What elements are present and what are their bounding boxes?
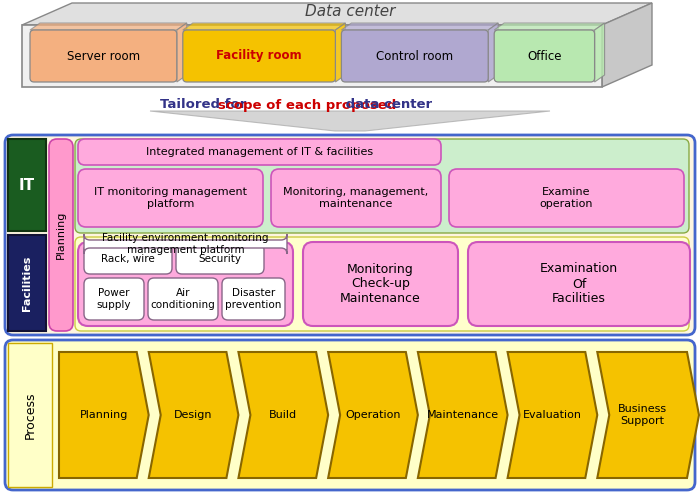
Text: Power
supply: Power supply <box>97 288 132 310</box>
FancyBboxPatch shape <box>5 135 695 335</box>
Text: Office: Office <box>527 50 561 62</box>
Text: Rack, wire: Rack, wire <box>101 254 155 264</box>
Text: Maintenance: Maintenance <box>427 410 499 420</box>
Text: Disaster
prevention: Disaster prevention <box>225 288 281 310</box>
Text: Monitoring
Check-up
Maintenance: Monitoring Check-up Maintenance <box>340 262 421 305</box>
Text: Operation: Operation <box>345 410 400 420</box>
FancyBboxPatch shape <box>78 242 293 326</box>
FancyBboxPatch shape <box>449 169 684 227</box>
Text: scope of each proposed: scope of each proposed <box>218 99 396 111</box>
FancyBboxPatch shape <box>49 139 73 331</box>
Text: Build: Build <box>270 410 298 420</box>
FancyBboxPatch shape <box>303 242 458 326</box>
Polygon shape <box>602 3 652 87</box>
Bar <box>8 139 46 231</box>
Text: IT monitoring management
platform: IT monitoring management platform <box>94 187 247 209</box>
FancyBboxPatch shape <box>342 30 488 82</box>
Text: Facility room: Facility room <box>216 50 302 62</box>
Text: Planning: Planning <box>56 211 66 259</box>
Bar <box>8 235 46 331</box>
Text: Process: Process <box>24 391 36 439</box>
FancyBboxPatch shape <box>222 278 285 320</box>
Text: Tailored for: Tailored for <box>160 99 251 111</box>
Polygon shape <box>177 23 187 82</box>
Polygon shape <box>594 23 605 82</box>
FancyBboxPatch shape <box>30 30 177 82</box>
FancyBboxPatch shape <box>84 278 144 320</box>
Text: IT: IT <box>19 178 35 193</box>
Text: Design: Design <box>174 410 213 420</box>
Text: Monitoring, management,
maintenance: Monitoring, management, maintenance <box>284 187 428 209</box>
FancyBboxPatch shape <box>75 237 689 331</box>
FancyBboxPatch shape <box>148 278 218 320</box>
Text: Facility environment monitoring
management platform: Facility environment monitoring manageme… <box>102 233 269 255</box>
Bar <box>8 343 52 487</box>
FancyBboxPatch shape <box>468 242 690 326</box>
Text: Security: Security <box>199 254 241 264</box>
Text: Business
Support: Business Support <box>617 404 666 426</box>
FancyBboxPatch shape <box>494 30 594 82</box>
Polygon shape <box>418 352 508 478</box>
FancyBboxPatch shape <box>78 169 263 227</box>
Text: Data center: Data center <box>304 4 395 19</box>
Polygon shape <box>59 352 148 478</box>
Text: Control room: Control room <box>376 50 454 62</box>
Bar <box>22 25 602 87</box>
Polygon shape <box>488 23 498 82</box>
Text: Planning: Planning <box>80 410 128 420</box>
Polygon shape <box>22 3 652 25</box>
Text: Integrated management of IT & facilities: Integrated management of IT & facilities <box>146 147 373 157</box>
Text: Evaluation: Evaluation <box>523 410 582 420</box>
FancyBboxPatch shape <box>5 340 695 490</box>
Polygon shape <box>342 23 498 30</box>
Polygon shape <box>30 23 187 30</box>
Polygon shape <box>597 352 699 478</box>
FancyBboxPatch shape <box>75 139 689 233</box>
FancyBboxPatch shape <box>176 244 264 274</box>
FancyBboxPatch shape <box>84 234 287 254</box>
Polygon shape <box>150 111 550 131</box>
Polygon shape <box>148 352 239 478</box>
Text: data center: data center <box>341 99 432 111</box>
Text: Examine
operation: Examine operation <box>540 187 594 209</box>
Polygon shape <box>494 23 605 30</box>
Text: Air
conditioning: Air conditioning <box>150 288 216 310</box>
Polygon shape <box>239 352 328 478</box>
Polygon shape <box>508 352 597 478</box>
Polygon shape <box>183 23 345 30</box>
FancyBboxPatch shape <box>84 244 172 274</box>
FancyBboxPatch shape <box>78 139 441 165</box>
Text: Examination
Of
Facilities: Examination Of Facilities <box>540 262 618 305</box>
Polygon shape <box>335 23 345 82</box>
FancyBboxPatch shape <box>271 169 441 227</box>
Text: Server room: Server room <box>66 50 140 62</box>
Polygon shape <box>328 352 418 478</box>
Text: Facilities: Facilities <box>22 255 32 311</box>
FancyBboxPatch shape <box>183 30 335 82</box>
